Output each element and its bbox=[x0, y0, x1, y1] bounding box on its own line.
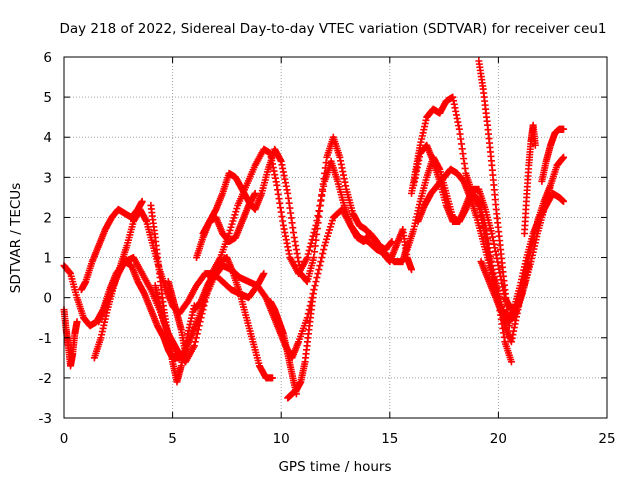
series-track-20 bbox=[520, 121, 539, 237]
series-track-19 bbox=[477, 189, 568, 326]
data-point-marker bbox=[313, 274, 321, 282]
data-point-marker bbox=[320, 246, 328, 254]
data-point-marker bbox=[260, 270, 268, 278]
x-tick-label: 20 bbox=[490, 431, 507, 447]
data-point-marker bbox=[317, 258, 325, 266]
series-track-21 bbox=[538, 125, 568, 185]
data-point-marker bbox=[138, 197, 146, 205]
series-track-12 bbox=[266, 298, 300, 398]
y-tick-label: -1 bbox=[39, 331, 52, 347]
data-point-marker bbox=[73, 318, 81, 326]
y-tick-label: -3 bbox=[39, 411, 52, 427]
data-point-marker bbox=[319, 250, 327, 258]
y-tick-label: 6 bbox=[43, 50, 52, 66]
data-point-marker bbox=[314, 270, 322, 278]
y-tick-label: 1 bbox=[43, 251, 52, 267]
data-point-marker bbox=[547, 181, 555, 189]
data-point-marker bbox=[305, 246, 313, 254]
data-point-marker bbox=[314, 212, 322, 220]
x-axis-label: GPS time / hours bbox=[278, 459, 391, 475]
data-series bbox=[60, 57, 568, 402]
x-axis-ticks: 0 5 10 15 20 25 bbox=[60, 57, 616, 447]
data-point-marker bbox=[311, 282, 319, 290]
data-point-marker bbox=[560, 125, 568, 133]
y-tick-label: 3 bbox=[43, 170, 52, 186]
data-point-marker bbox=[251, 189, 259, 197]
data-point-marker bbox=[312, 278, 320, 286]
data-point-marker bbox=[190, 342, 198, 350]
data-point-marker bbox=[315, 266, 323, 274]
series-track-11 bbox=[199, 189, 259, 246]
x-tick-label: 25 bbox=[598, 431, 615, 447]
data-point-marker bbox=[531, 141, 539, 149]
data-point-marker bbox=[303, 254, 311, 262]
grid-lines bbox=[64, 57, 607, 418]
series-track-13 bbox=[284, 286, 318, 402]
data-point-marker bbox=[310, 286, 318, 294]
y-axis-label: SDTVAR / TECUs bbox=[8, 183, 24, 293]
data-point-marker bbox=[306, 243, 314, 251]
x-tick-label: 5 bbox=[168, 431, 177, 447]
data-point-marker bbox=[505, 322, 513, 330]
data-point-marker bbox=[388, 238, 396, 246]
data-point-marker bbox=[307, 239, 315, 247]
series-track-09 bbox=[190, 254, 277, 382]
data-point-marker bbox=[191, 338, 199, 346]
data-point-marker bbox=[269, 374, 277, 382]
x-tick-label: 0 bbox=[60, 431, 69, 447]
y-tick-label: 0 bbox=[43, 291, 52, 307]
series-track-17 bbox=[408, 93, 515, 366]
y-tick-label: 5 bbox=[43, 90, 52, 106]
data-point-marker bbox=[309, 232, 317, 240]
data-point-marker bbox=[525, 262, 533, 270]
y-tick-label: -2 bbox=[39, 371, 52, 387]
data-point-marker bbox=[507, 358, 515, 366]
plot-frame bbox=[63, 56, 608, 419]
data-point-marker bbox=[318, 254, 326, 262]
y-tick-label: 4 bbox=[43, 130, 52, 146]
data-point-marker bbox=[182, 350, 190, 358]
data-point-marker bbox=[560, 153, 568, 161]
series-track-18 bbox=[475, 57, 513, 330]
y-tick-label: 2 bbox=[43, 210, 52, 226]
x-tick-label: 10 bbox=[273, 431, 290, 447]
data-point-marker bbox=[316, 262, 324, 270]
series-track-08 bbox=[164, 278, 190, 358]
data-point-marker bbox=[408, 266, 416, 274]
chart-title: Day 218 of 2022, Sidereal Day-to-day VTE… bbox=[59, 21, 606, 37]
data-point-marker bbox=[560, 197, 568, 205]
y-axis-ticks: -3 -2 -1 0 1 2 3 4 5 6 bbox=[39, 50, 607, 427]
x-tick-label: 15 bbox=[381, 431, 398, 447]
data-point-marker bbox=[304, 250, 312, 258]
